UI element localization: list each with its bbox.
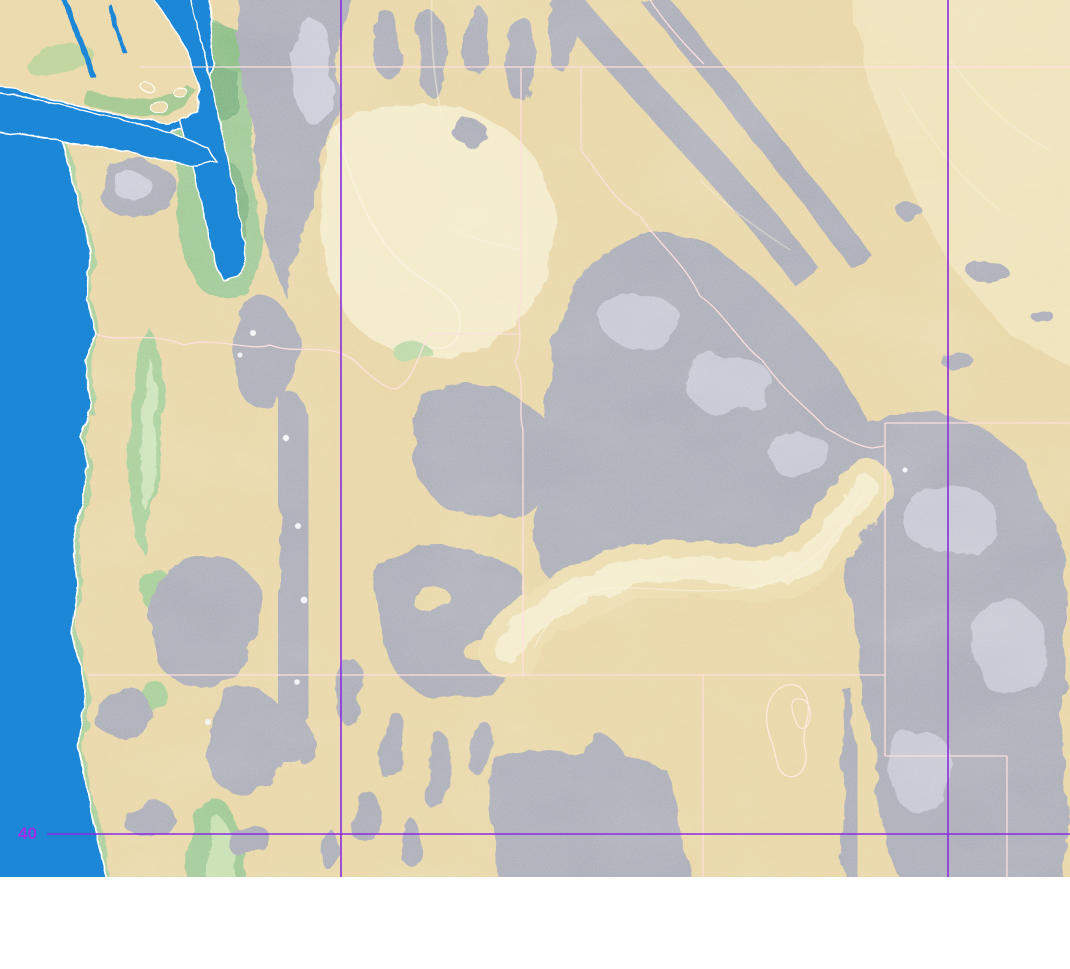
graticule-lines [47,0,1070,877]
terrain-map: 40 [0,0,1070,877]
state-borders [88,0,1070,877]
legend-and-title-area: < 4 > 4 < 10 > 10 WRFAPR08 12-km t2m std… [0,877,1070,969]
pacific-ocean [0,0,247,877]
vancouver-island [0,0,200,125]
map-image [0,0,1070,877]
latitude-label-40: 40 [18,824,37,843]
